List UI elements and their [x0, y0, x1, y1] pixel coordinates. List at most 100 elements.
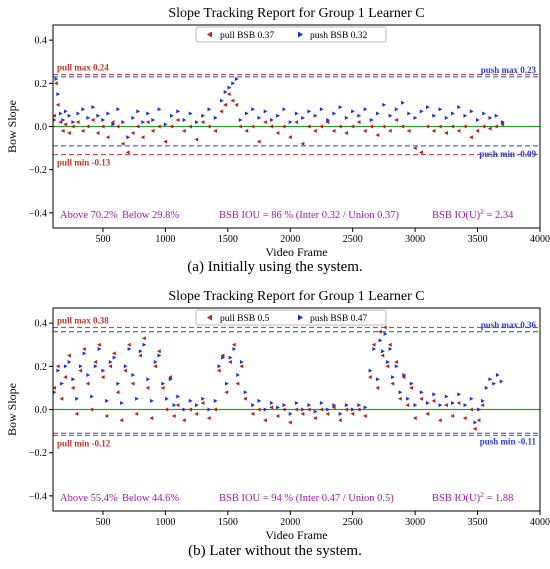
legend-box: [195, 26, 387, 43]
pull-point: [110, 120, 115, 125]
push-point: [469, 396, 474, 401]
x-tick-label: 2500: [343, 517, 363, 528]
push-point: [463, 113, 468, 118]
pull-point: [306, 407, 311, 412]
push-point: [338, 411, 343, 416]
x-tick-label: 2000: [280, 517, 300, 528]
pull-point: [181, 418, 186, 423]
stat-above: Above 70.2%: [60, 210, 118, 221]
push-point: [157, 353, 162, 358]
push-point: [182, 118, 187, 123]
push-point: [123, 364, 128, 369]
pull-point: [149, 416, 154, 421]
stat-above: Above 55.4%: [60, 493, 118, 504]
x-tick-label: 3000: [405, 517, 425, 528]
ref-label-pull-min: pull min -0.13: [57, 158, 111, 168]
pull-point: [394, 359, 398, 364]
push-point: [432, 113, 437, 118]
push-point: [495, 372, 500, 377]
pull-point: [213, 128, 217, 133]
pull-point: [371, 342, 376, 347]
stat-io-value: = 2.34: [484, 210, 514, 221]
pull-point: [52, 113, 56, 118]
pull-point: [462, 416, 467, 421]
push-point: [282, 107, 287, 112]
push-point: [188, 111, 193, 116]
push-point: [141, 120, 146, 125]
push-point: [135, 396, 139, 401]
x-tick-label: 500: [95, 517, 110, 528]
push-point: [457, 392, 462, 397]
push-point: [60, 381, 64, 386]
pull-point: [125, 150, 130, 155]
push-point: [376, 377, 380, 382]
pull-point: [419, 150, 423, 155]
push-point: [363, 107, 368, 112]
push-point: [301, 407, 305, 412]
pull-point: [494, 124, 498, 129]
push-point: [234, 76, 239, 81]
push-point: [378, 338, 383, 343]
pull-point: [126, 342, 131, 347]
push-point: [401, 100, 405, 105]
push-point: [269, 401, 274, 406]
pull-point: [412, 146, 417, 151]
legend-pull-marker: [207, 31, 212, 38]
pull-point: [331, 128, 336, 133]
push-point: [63, 364, 68, 369]
pull-point: [331, 405, 336, 410]
push-point: [391, 375, 395, 380]
pull-point: [163, 139, 167, 144]
pull-point: [97, 342, 101, 347]
pull-point: [412, 416, 417, 421]
push-point: [409, 381, 414, 386]
push-point: [406, 396, 410, 401]
pull-point: [275, 413, 280, 418]
push-point: [313, 409, 318, 414]
push-point: [146, 111, 151, 116]
stat-io-value: = 1.88: [484, 493, 514, 504]
ref-label-push-max: push max 0.23: [481, 65, 537, 75]
push-point: [219, 98, 224, 103]
push-point: [344, 403, 349, 408]
y-tick-label: 0.4: [35, 36, 48, 47]
pull-point: [444, 403, 448, 408]
push-point: [475, 118, 480, 123]
pull-point: [130, 381, 135, 386]
push-point: [499, 379, 504, 384]
push-point: [326, 118, 330, 123]
push-point: [101, 368, 106, 373]
pull-point: [194, 137, 199, 142]
pull-point: [500, 122, 505, 127]
legend-push-marker: [298, 31, 303, 38]
pull-point: [90, 118, 95, 123]
pull-point: [171, 413, 176, 418]
pull-point: [401, 375, 406, 380]
pull-point: [75, 120, 80, 125]
pull-point: [319, 124, 324, 129]
pull-point: [325, 411, 330, 416]
pull-point: [228, 359, 232, 364]
push-point: [444, 394, 449, 399]
pull-point: [406, 128, 411, 133]
push-point: [344, 115, 349, 120]
pull-point: [325, 120, 330, 125]
push-point: [288, 411, 293, 416]
push-point: [426, 401, 430, 406]
push-point: [81, 107, 86, 112]
pull-point: [385, 364, 390, 369]
push-point: [86, 372, 91, 377]
pull-point: [226, 92, 231, 97]
pull-point: [269, 124, 274, 129]
push-point: [146, 377, 151, 382]
push-point: [319, 107, 324, 112]
push-point: [480, 398, 485, 403]
push-point: [182, 407, 187, 412]
pull-point: [300, 411, 305, 416]
pull-point: [369, 124, 374, 129]
pull-point: [313, 128, 317, 133]
push-point: [163, 122, 168, 127]
pull-point: [450, 413, 455, 418]
push-point: [269, 118, 274, 123]
pull-point: [53, 81, 58, 86]
